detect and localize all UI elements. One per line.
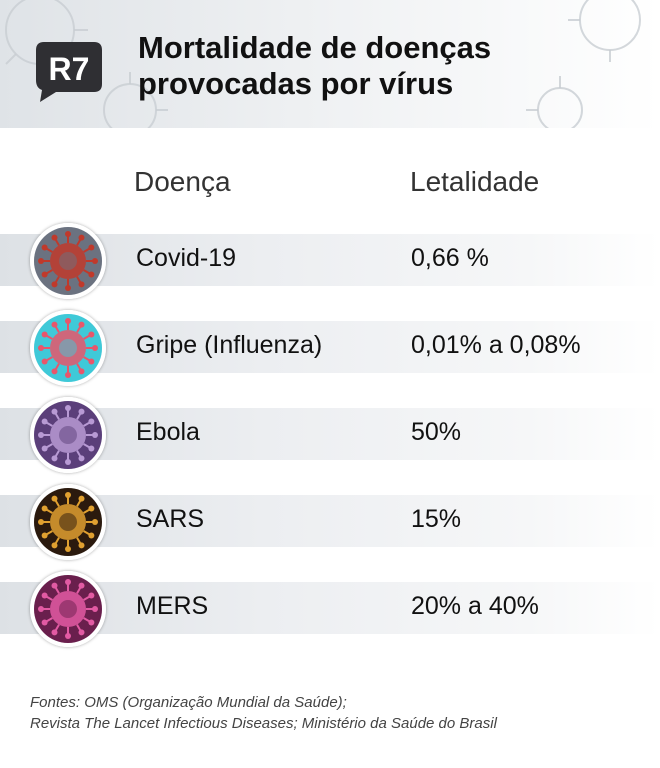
mers-virus-icon	[30, 571, 106, 647]
ebola-virus-icon	[30, 397, 106, 473]
page-title: Mortalidade de doenças provocadas por ví…	[138, 30, 638, 102]
lethality-value: 0,01% a 0,08%	[411, 331, 581, 359]
disease-name: Ebola	[136, 418, 200, 446]
disease-name: Gripe (Influenza)	[136, 331, 323, 359]
row-band	[0, 321, 660, 373]
disease-name: SARS	[136, 505, 205, 533]
source-note: Fontes: OMS (Organização Mundial da Saúd…	[30, 692, 650, 734]
lethality-value: 50%	[411, 418, 462, 446]
sars-virus-icon	[30, 484, 106, 560]
disease-name: MERS	[136, 592, 209, 620]
lethality-value: 20% a 40%	[411, 592, 539, 620]
disease-name: Covid-19	[136, 244, 237, 272]
table-row: Gripe (Influenza) 0,01% a 0,08%	[0, 304, 660, 392]
logo-text: R7	[49, 51, 90, 87]
title-line-2: provocadas por vírus	[138, 66, 454, 101]
covid-virus-icon	[30, 223, 106, 299]
column-header-lethality: Letalidade	[410, 166, 540, 197]
row-band	[0, 234, 660, 286]
lethality-value: 15%	[411, 505, 462, 533]
header-banner: R7 Mortalidade de doenças provocadas por…	[0, 0, 660, 128]
table-row: Covid-19 0,66 %	[0, 217, 660, 305]
lethality-value: 0,66 %	[411, 244, 489, 272]
title-line-1: Mortalidade de doenças	[138, 30, 492, 65]
column-header-disease: Doença	[134, 166, 231, 197]
source-line-2: Revista The Lancet Infectious Diseases; …	[30, 715, 497, 732]
influenza-virus-icon	[30, 310, 106, 386]
table-row: MERS 20% a 40%	[0, 565, 660, 653]
table-row: Ebola 50%	[0, 391, 660, 479]
source-line-1: Fontes: OMS (Organização Mundial da Saúd…	[30, 694, 347, 711]
table-row: SARS 15%	[0, 478, 660, 566]
r7-logo: R7	[36, 42, 102, 102]
row-band	[0, 582, 660, 634]
row-band	[0, 495, 660, 547]
row-band	[0, 408, 660, 460]
